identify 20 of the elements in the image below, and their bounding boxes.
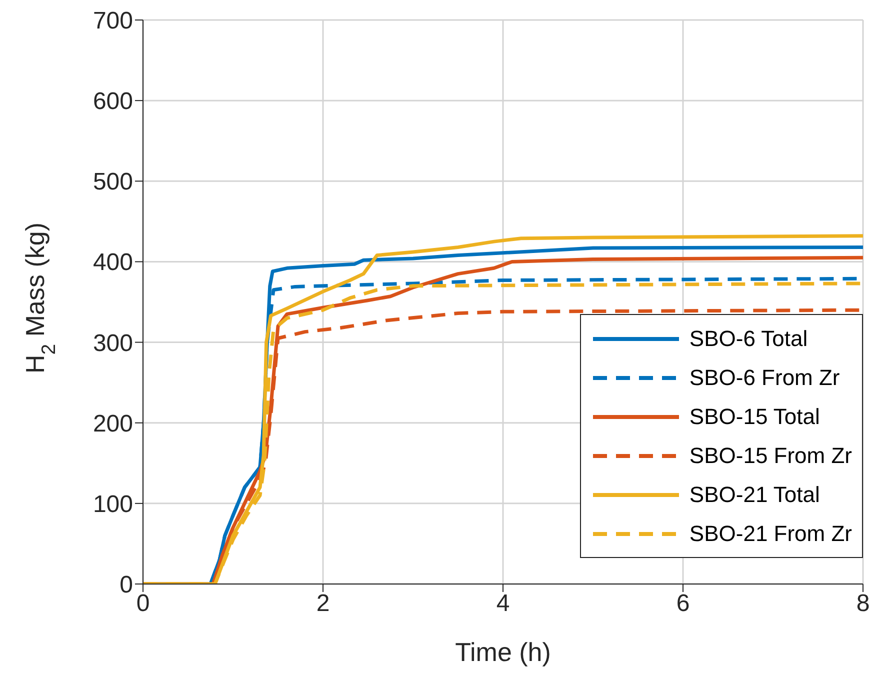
legend-label: SBO-15 Total: [689, 404, 820, 430]
legend-label: SBO-15 From Zr: [689, 442, 852, 468]
y-tick-label: 500: [92, 168, 133, 196]
y-tick-label: 0: [120, 572, 133, 599]
y-tick-label: 700: [92, 8, 133, 35]
x-tick-label: 2: [316, 590, 330, 618]
y-tick-label: 300: [92, 330, 133, 357]
x-tick-label: 8: [856, 590, 869, 618]
legend-label: SBO-6 From Zr: [689, 364, 840, 390]
legend-label: SBO-21 Total: [689, 482, 820, 508]
y-tick-label: 100: [92, 490, 133, 518]
x-tick-label: 4: [496, 590, 510, 618]
x-axis-title: Time (h): [455, 637, 551, 667]
y-tick-label: 200: [92, 410, 133, 438]
legend-label: SBO-6 Total: [689, 326, 808, 352]
y-tick-label: 400: [92, 249, 133, 276]
x-tick-label: 0: [136, 590, 150, 618]
legend-label: SBO-21 From Zr: [689, 520, 852, 546]
x-tick-label: 6: [676, 590, 690, 618]
y-tick-label: 600: [92, 88, 133, 116]
